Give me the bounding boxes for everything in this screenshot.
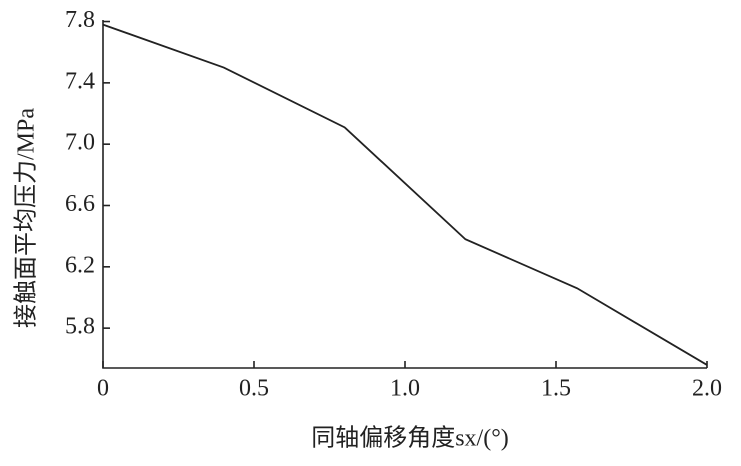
- y-tick-label: 6.6: [65, 191, 95, 217]
- x-axis-label: 同轴偏移角度sx/(°): [311, 425, 509, 452]
- x-tick-label: 0.5: [239, 376, 269, 402]
- line: [102, 23, 708, 366]
- x-tick-label: 2.0: [692, 376, 722, 402]
- y-tick-label: 7.8: [65, 7, 95, 33]
- x-tick-label: 1.5: [541, 376, 571, 402]
- x-tick-label: 0: [97, 376, 109, 402]
- y-tick-label: 6.2: [65, 252, 95, 278]
- y-axis-label: 接触面平均压力/MPa: [13, 108, 40, 328]
- y-tick-label: 7.4: [65, 68, 95, 94]
- y-tick-label: 5.8: [65, 314, 95, 340]
- x-tick-label: 1.0: [390, 376, 420, 402]
- axes: [102, 20, 707, 369]
- y-tick-label: 7.0: [65, 130, 95, 156]
